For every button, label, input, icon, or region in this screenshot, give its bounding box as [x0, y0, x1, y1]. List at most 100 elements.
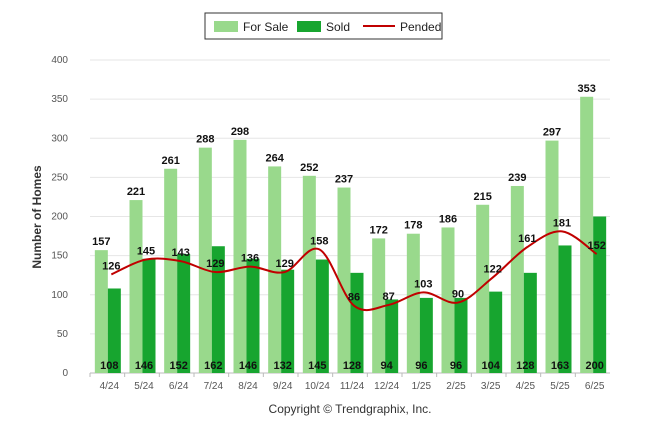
label-pended: 145 [137, 246, 155, 258]
bar-sold [177, 254, 191, 373]
bar-for-sale [441, 227, 455, 373]
x-tick-label: 12/24 [374, 381, 399, 392]
label-pended: 86 [348, 292, 360, 304]
label-sold: 145 [308, 360, 326, 372]
x-tick-label: 3/25 [481, 381, 501, 392]
label-sold: 94 [381, 360, 394, 372]
label-for-sale: 178 [404, 220, 422, 232]
label-sold: 163 [551, 360, 569, 372]
label-for-sale: 186 [439, 213, 457, 225]
x-tick-label: 8/24 [238, 381, 258, 392]
label-pended: 126 [102, 260, 120, 272]
bar-sold [315, 259, 329, 373]
bar-for-sale [406, 233, 420, 373]
label-pended: 158 [310, 235, 328, 247]
label-sold: 96 [415, 360, 427, 372]
x-tick-label: 10/24 [305, 381, 330, 392]
bar-sold [419, 297, 433, 373]
legend-box [204, 12, 443, 40]
bar-sold [246, 258, 260, 373]
x-tick-label: 1/25 [412, 381, 432, 392]
label-sold: 104 [481, 360, 500, 372]
y-tick-label: 100 [51, 290, 68, 301]
label-for-sale: 215 [473, 191, 491, 203]
y-axis-ticks: 0 50 100 150 200 250 300 350 400 [51, 55, 68, 379]
label-pended: 103 [414, 278, 432, 290]
bar-sold [454, 297, 468, 373]
label-sold: 162 [204, 360, 222, 372]
label-sold: 128 [343, 360, 361, 372]
x-tick-label: 5/25 [550, 381, 570, 392]
bar-for-sale [164, 168, 178, 373]
label-sold: 152 [169, 360, 187, 372]
bar-sold [523, 272, 537, 373]
label-pended: 152 [587, 240, 605, 252]
bar-sold [281, 269, 295, 373]
y-tick-label: 250 [51, 172, 68, 183]
label-for-sale: 298 [231, 126, 249, 138]
bar-for-sale [268, 166, 282, 373]
x-tick-label: 11/24 [340, 381, 365, 392]
pended-line [110, 230, 598, 312]
bar-for-sale [372, 238, 386, 373]
label-sold: 200 [585, 360, 603, 372]
x-tick-label: 4/24 [100, 381, 120, 392]
legend-label-pended: Pended [400, 20, 441, 34]
label-for-sale: 237 [335, 174, 353, 186]
label-pended: 161 [518, 233, 536, 245]
x-tick-label: 7/24 [204, 381, 224, 392]
credit-text: Copyright © Trendgraphix, Inc. [269, 402, 432, 416]
legend-swatch-sold [297, 21, 321, 32]
y-tick-label: 0 [62, 368, 68, 379]
bar-for-sale [476, 204, 490, 373]
label-for-sale: 157 [92, 236, 110, 248]
bar-sold [142, 258, 156, 373]
label-pended: 129 [206, 258, 224, 270]
x-axis-ticks: 4/24 5/24 6/24 7/24 8/24 9/24 10/24 11/24 12/24 1… [89, 373, 605, 392]
label-sold: 146 [135, 360, 153, 372]
y-tick-label: 400 [51, 55, 68, 66]
y-tick-label: 50 [57, 329, 69, 340]
bar-for-sale [545, 140, 559, 373]
bar-sold [385, 299, 399, 373]
label-for-sale: 264 [265, 152, 284, 164]
bar-sold [489, 291, 503, 373]
legend-swatch-for-sale [214, 21, 238, 32]
label-sold: 128 [516, 360, 534, 372]
legend-label-sold: Sold [326, 20, 350, 34]
bar-for-sale [302, 175, 316, 373]
x-tick-label: 4/25 [516, 381, 536, 392]
label-for-sale: 221 [127, 186, 145, 198]
label-sold: 108 [100, 360, 118, 372]
label-pended: 87 [383, 291, 395, 303]
bar-for-sale [510, 185, 524, 373]
bar-for-sale [129, 200, 143, 373]
y-axis-title: Number of Homes [30, 165, 44, 269]
x-tick-label: 2/25 [446, 381, 466, 392]
label-for-sale: 297 [543, 127, 561, 139]
bar-sold [211, 246, 225, 373]
y-tick-label: 200 [51, 212, 68, 223]
bar-for-sale [233, 139, 247, 373]
label-sold: 146 [239, 360, 257, 372]
bars [94, 96, 607, 373]
label-sold: 132 [273, 360, 291, 372]
bar-for-sale [337, 187, 351, 373]
label-for-sale: 172 [369, 224, 387, 236]
label-pended: 181 [553, 217, 571, 229]
label-sold: 96 [450, 360, 462, 372]
x-tick-label: 5/24 [134, 381, 154, 392]
y-tick-label: 300 [51, 133, 68, 144]
x-tick-label: 9/24 [273, 381, 293, 392]
label-for-sale: 288 [196, 134, 214, 146]
label-pended: 129 [275, 258, 293, 270]
bar-for-sale [94, 250, 108, 373]
bar-for-sale [580, 96, 594, 373]
label-for-sale: 353 [577, 83, 595, 95]
y-tick-label: 150 [51, 251, 68, 262]
bar-sold [593, 216, 607, 373]
label-for-sale: 239 [508, 172, 526, 184]
label-for-sale: 261 [161, 155, 179, 167]
label-pended: 136 [241, 253, 259, 265]
